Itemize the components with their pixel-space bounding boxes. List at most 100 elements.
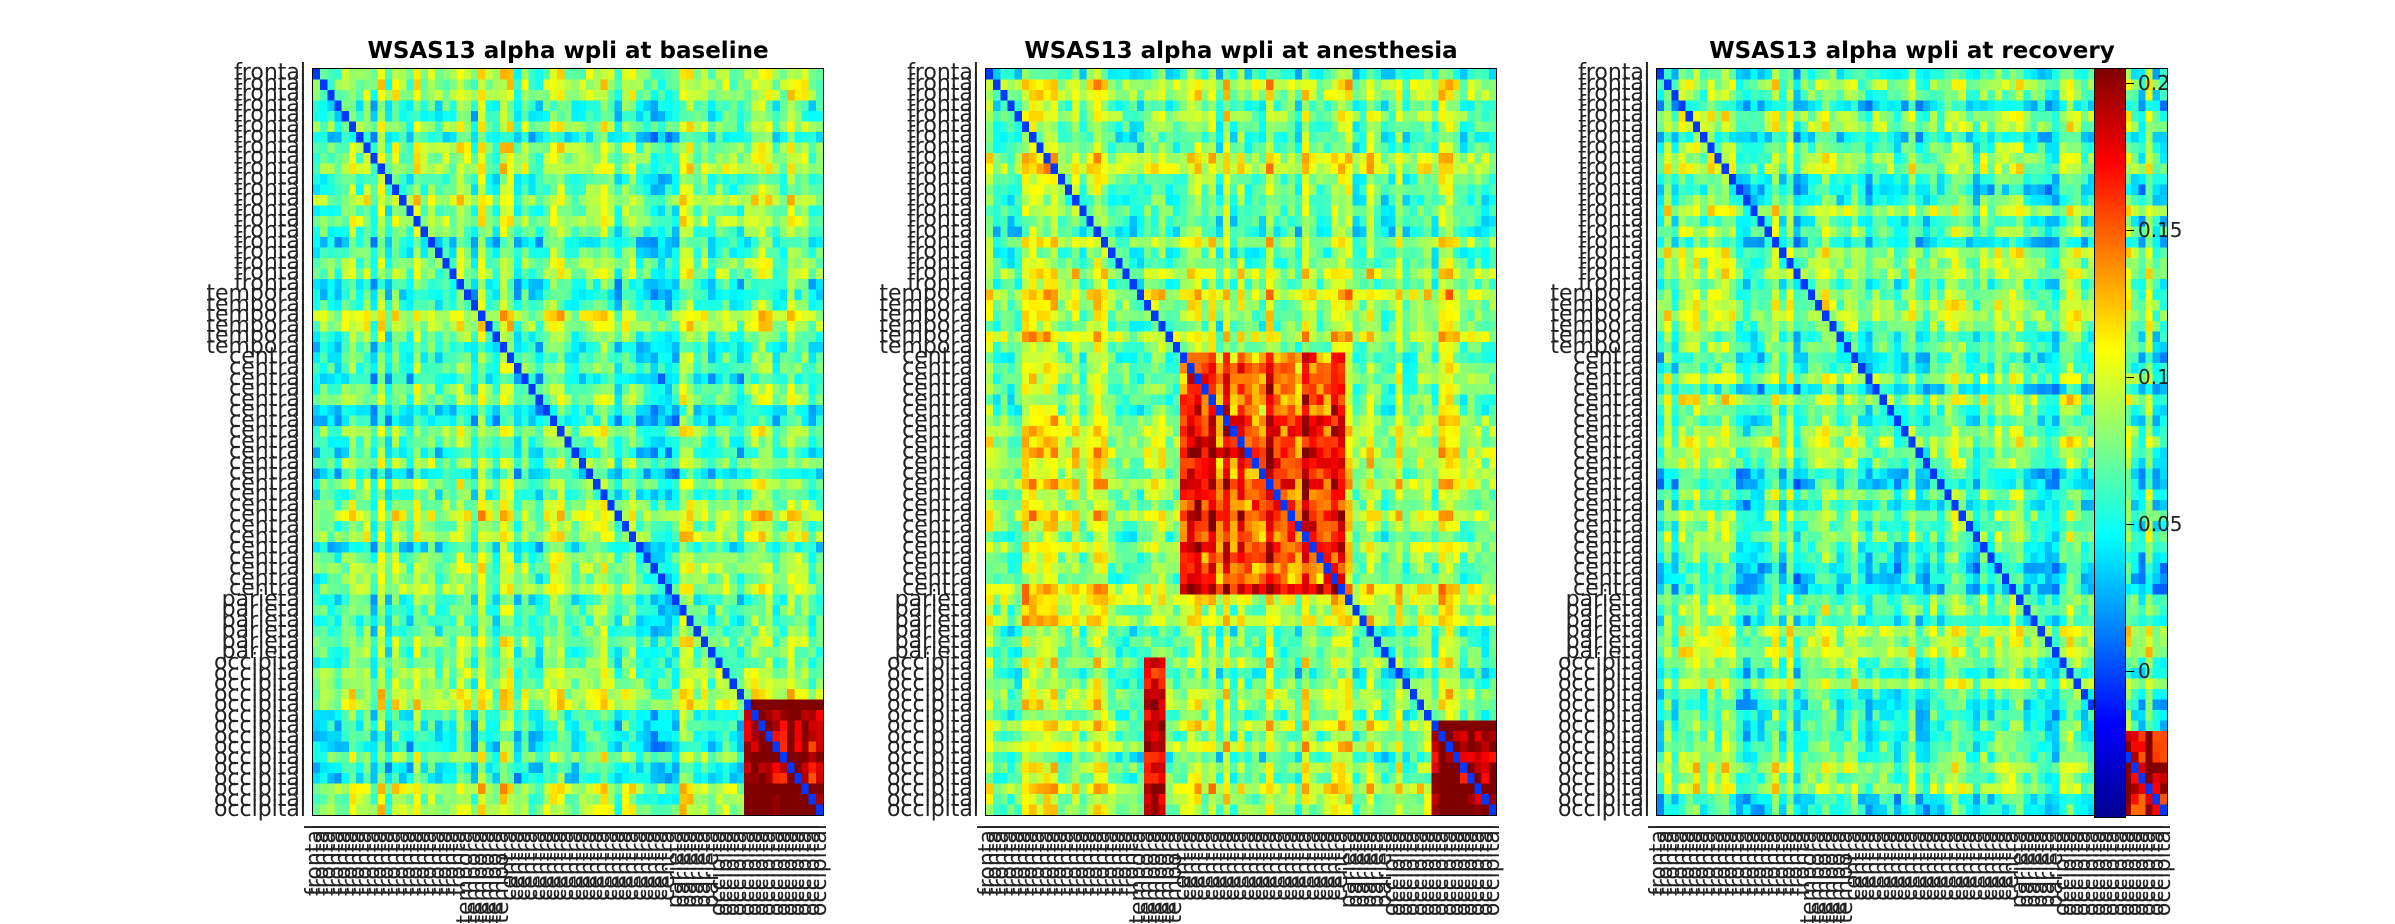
y-tick-label: occipital xyxy=(886,755,979,781)
y-tick-label: temporal xyxy=(879,291,979,317)
y-tick-label: central xyxy=(902,470,979,496)
y-tick-label: central xyxy=(902,439,979,465)
y-tick-label: central xyxy=(229,470,306,496)
y-tick-label: frontal xyxy=(907,228,979,254)
y-tick-label: occipital xyxy=(1557,649,1650,675)
y-tick-label: central xyxy=(1573,544,1650,570)
y-tick-label: central xyxy=(1573,470,1650,496)
colorbar-tick-label: 0.05 xyxy=(2138,511,2183,536)
y-tick-label: occipital xyxy=(886,713,979,739)
y-tick-label: frontal xyxy=(1578,218,1650,244)
y-tick-label: frontal xyxy=(1578,91,1650,117)
y-tick-label: parietal xyxy=(1565,639,1650,665)
y-tick-label: frontal xyxy=(1578,144,1650,170)
y-tick-label: occipital xyxy=(886,765,979,791)
y-tick-label: parietal xyxy=(1565,607,1650,633)
y-tick-label: frontal xyxy=(1578,260,1650,286)
y-tick-label: central xyxy=(1573,460,1650,486)
y-tick-label: frontal xyxy=(907,270,979,296)
y-tick-label: frontal xyxy=(234,165,306,191)
y-tick-label: temporal xyxy=(1550,291,1650,317)
y-tick-label: central xyxy=(1573,439,1650,465)
y-tick-label: central xyxy=(229,534,306,560)
y-tick-label: temporal xyxy=(879,333,979,359)
y-tick-label: frontal xyxy=(907,60,979,85)
y-tick-label: frontal xyxy=(234,102,306,128)
chart-title: WSAS13 alpha wpli at recovery xyxy=(1709,38,2115,64)
y-tick-label: central xyxy=(1573,397,1650,423)
y-tick-label: parietal xyxy=(221,639,306,665)
y-tick-label: central xyxy=(1573,481,1650,507)
y-tick-label: temporal xyxy=(206,323,306,349)
y-tick-label: central xyxy=(1573,354,1650,380)
y-tick-label: central xyxy=(1573,523,1650,549)
y-tick-label: frontal xyxy=(1578,123,1650,149)
y-tick-label: temporal xyxy=(206,302,306,328)
x-tick-label: occipital xyxy=(2150,824,2176,917)
y-tick-label: central xyxy=(902,376,979,402)
y-tick-label: parietal xyxy=(894,628,979,654)
y-tick-label: parietal xyxy=(1565,597,1650,623)
y-tick-label: central xyxy=(229,576,306,602)
y-tick-label: occipital xyxy=(886,734,979,760)
y-tick-label: central xyxy=(902,365,979,391)
y-tick-label: central xyxy=(902,418,979,444)
y-tick-label: occipital xyxy=(213,692,306,718)
y-tick-label: central xyxy=(902,513,979,538)
y-tick-label: occipital xyxy=(213,713,306,739)
y-tick-label: central xyxy=(229,428,306,454)
y-tick-label: parietal xyxy=(1565,618,1650,644)
y-tick-label: central xyxy=(902,555,979,581)
y-tick-label: central xyxy=(1573,407,1650,433)
y-tick-label: temporal xyxy=(1550,281,1650,307)
y-tick-label: central xyxy=(229,365,306,391)
y-tick-label: frontal xyxy=(907,112,979,138)
y-tick-label: occipital xyxy=(886,797,979,823)
y-tick-label: temporal xyxy=(1550,333,1650,359)
y-tick-label: central xyxy=(1573,386,1650,412)
y-tick-label: frontal xyxy=(234,70,306,96)
y-tick-label: frontal xyxy=(234,123,306,149)
y-tick-label: central xyxy=(1573,376,1650,402)
y-tick-label: frontal xyxy=(907,123,979,149)
y-tick-label: central xyxy=(902,544,979,570)
y-tick-label: central xyxy=(229,555,306,581)
y-tick-label: frontal xyxy=(907,196,979,222)
y-tick-label: central xyxy=(229,460,306,486)
y-tick-label: temporal xyxy=(1550,323,1650,349)
y-tick-label: frontal xyxy=(234,218,306,244)
y-tick-label: occipital xyxy=(1557,744,1650,770)
y-tick-label: occipital xyxy=(1557,786,1650,812)
y-tick-label: central xyxy=(229,354,306,380)
y-tick-label: central xyxy=(229,502,306,528)
y-tick-label: occipital xyxy=(1557,702,1650,728)
heatmap-plot-area xyxy=(985,68,1497,816)
y-tick-label: occipital xyxy=(1557,660,1650,686)
y-tick-label: central xyxy=(229,386,306,412)
y-tick-label: frontal xyxy=(907,91,979,117)
y-tick-label: occipital xyxy=(213,734,306,760)
y-tick-label: frontal xyxy=(234,270,306,296)
y-tick-label: central xyxy=(902,576,979,602)
y-tick-label: frontal xyxy=(1578,175,1650,201)
y-tick-label: frontal xyxy=(907,218,979,244)
y-tick-label: central xyxy=(1573,565,1650,591)
y-tick-label: frontal xyxy=(907,175,979,201)
y-tick-label: occipital xyxy=(213,660,306,686)
y-tick-label: temporal xyxy=(879,323,979,349)
y-tick-label: parietal xyxy=(221,607,306,633)
colorbar xyxy=(2094,68,2126,818)
y-tick-label: frontal xyxy=(1578,133,1650,159)
y-tick-label: parietal xyxy=(1565,628,1650,654)
y-tick-label: central xyxy=(229,449,306,475)
y-tick-label: occipital xyxy=(1557,713,1650,739)
y-tick-label: temporal xyxy=(879,312,979,338)
y-tick-label: central xyxy=(902,386,979,412)
y-tick-label: central xyxy=(902,449,979,475)
y-tick-label: frontal xyxy=(1578,70,1650,96)
y-tick-label: central xyxy=(229,481,306,507)
colorbar-tick xyxy=(2126,82,2134,84)
y-tick-label: occipital xyxy=(213,723,306,749)
y-tick-label: occipital xyxy=(886,744,979,770)
y-tick-label: central xyxy=(1573,449,1650,475)
